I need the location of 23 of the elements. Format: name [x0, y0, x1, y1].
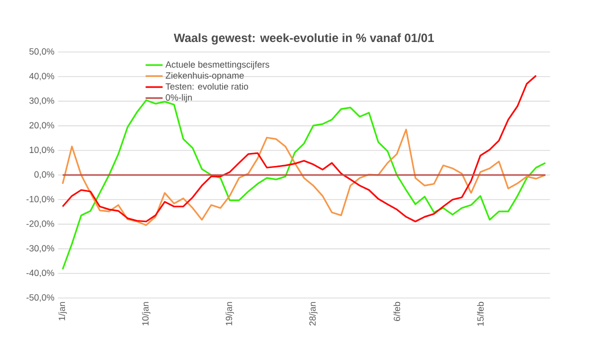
- y-tick-label: 40,0%: [29, 72, 54, 80]
- x-tick-label: 28/jan: [309, 302, 318, 326]
- y-tick-label: -30,0%: [26, 245, 54, 252]
- x-tick-label: 15/feb: [477, 302, 484, 326]
- line-series: [62, 128, 546, 226]
- y-tick-label: 30,0%: [29, 97, 54, 105]
- y-tick-label: -20,0%: [26, 220, 54, 228]
- y-tick-label: 10,0%: [30, 146, 54, 154]
- x-tick-label: 1/jan: [58, 302, 67, 320]
- y-tick-label: -50,0%: [26, 294, 54, 302]
- x-tick-label: 19/jan: [226, 302, 234, 326]
- x-tick-label: 6/feb: [394, 302, 400, 322]
- legend-label: Ziekenhuis-opname: [166, 72, 244, 80]
- y-tick-label: -40,0%: [26, 270, 54, 278]
- y-tick-label: 0,0%: [34, 171, 54, 179]
- y-tick-label: 50,0%: [29, 48, 54, 56]
- legend-label: Testen: evolutie ratio: [166, 83, 248, 90]
- y-tick-label: 20,0%: [30, 122, 54, 130]
- y-tick-label: -10,0%: [26, 196, 54, 204]
- x-tick-label: 10/jan: [142, 302, 150, 326]
- legend-label: Actuele besmettingscijfers: [165, 61, 270, 70]
- legend-label: 0%-lijn: [166, 94, 192, 102]
- chart-title: Waals gewest: week-evolutie in % vanaf 01/01: [174, 33, 434, 44]
